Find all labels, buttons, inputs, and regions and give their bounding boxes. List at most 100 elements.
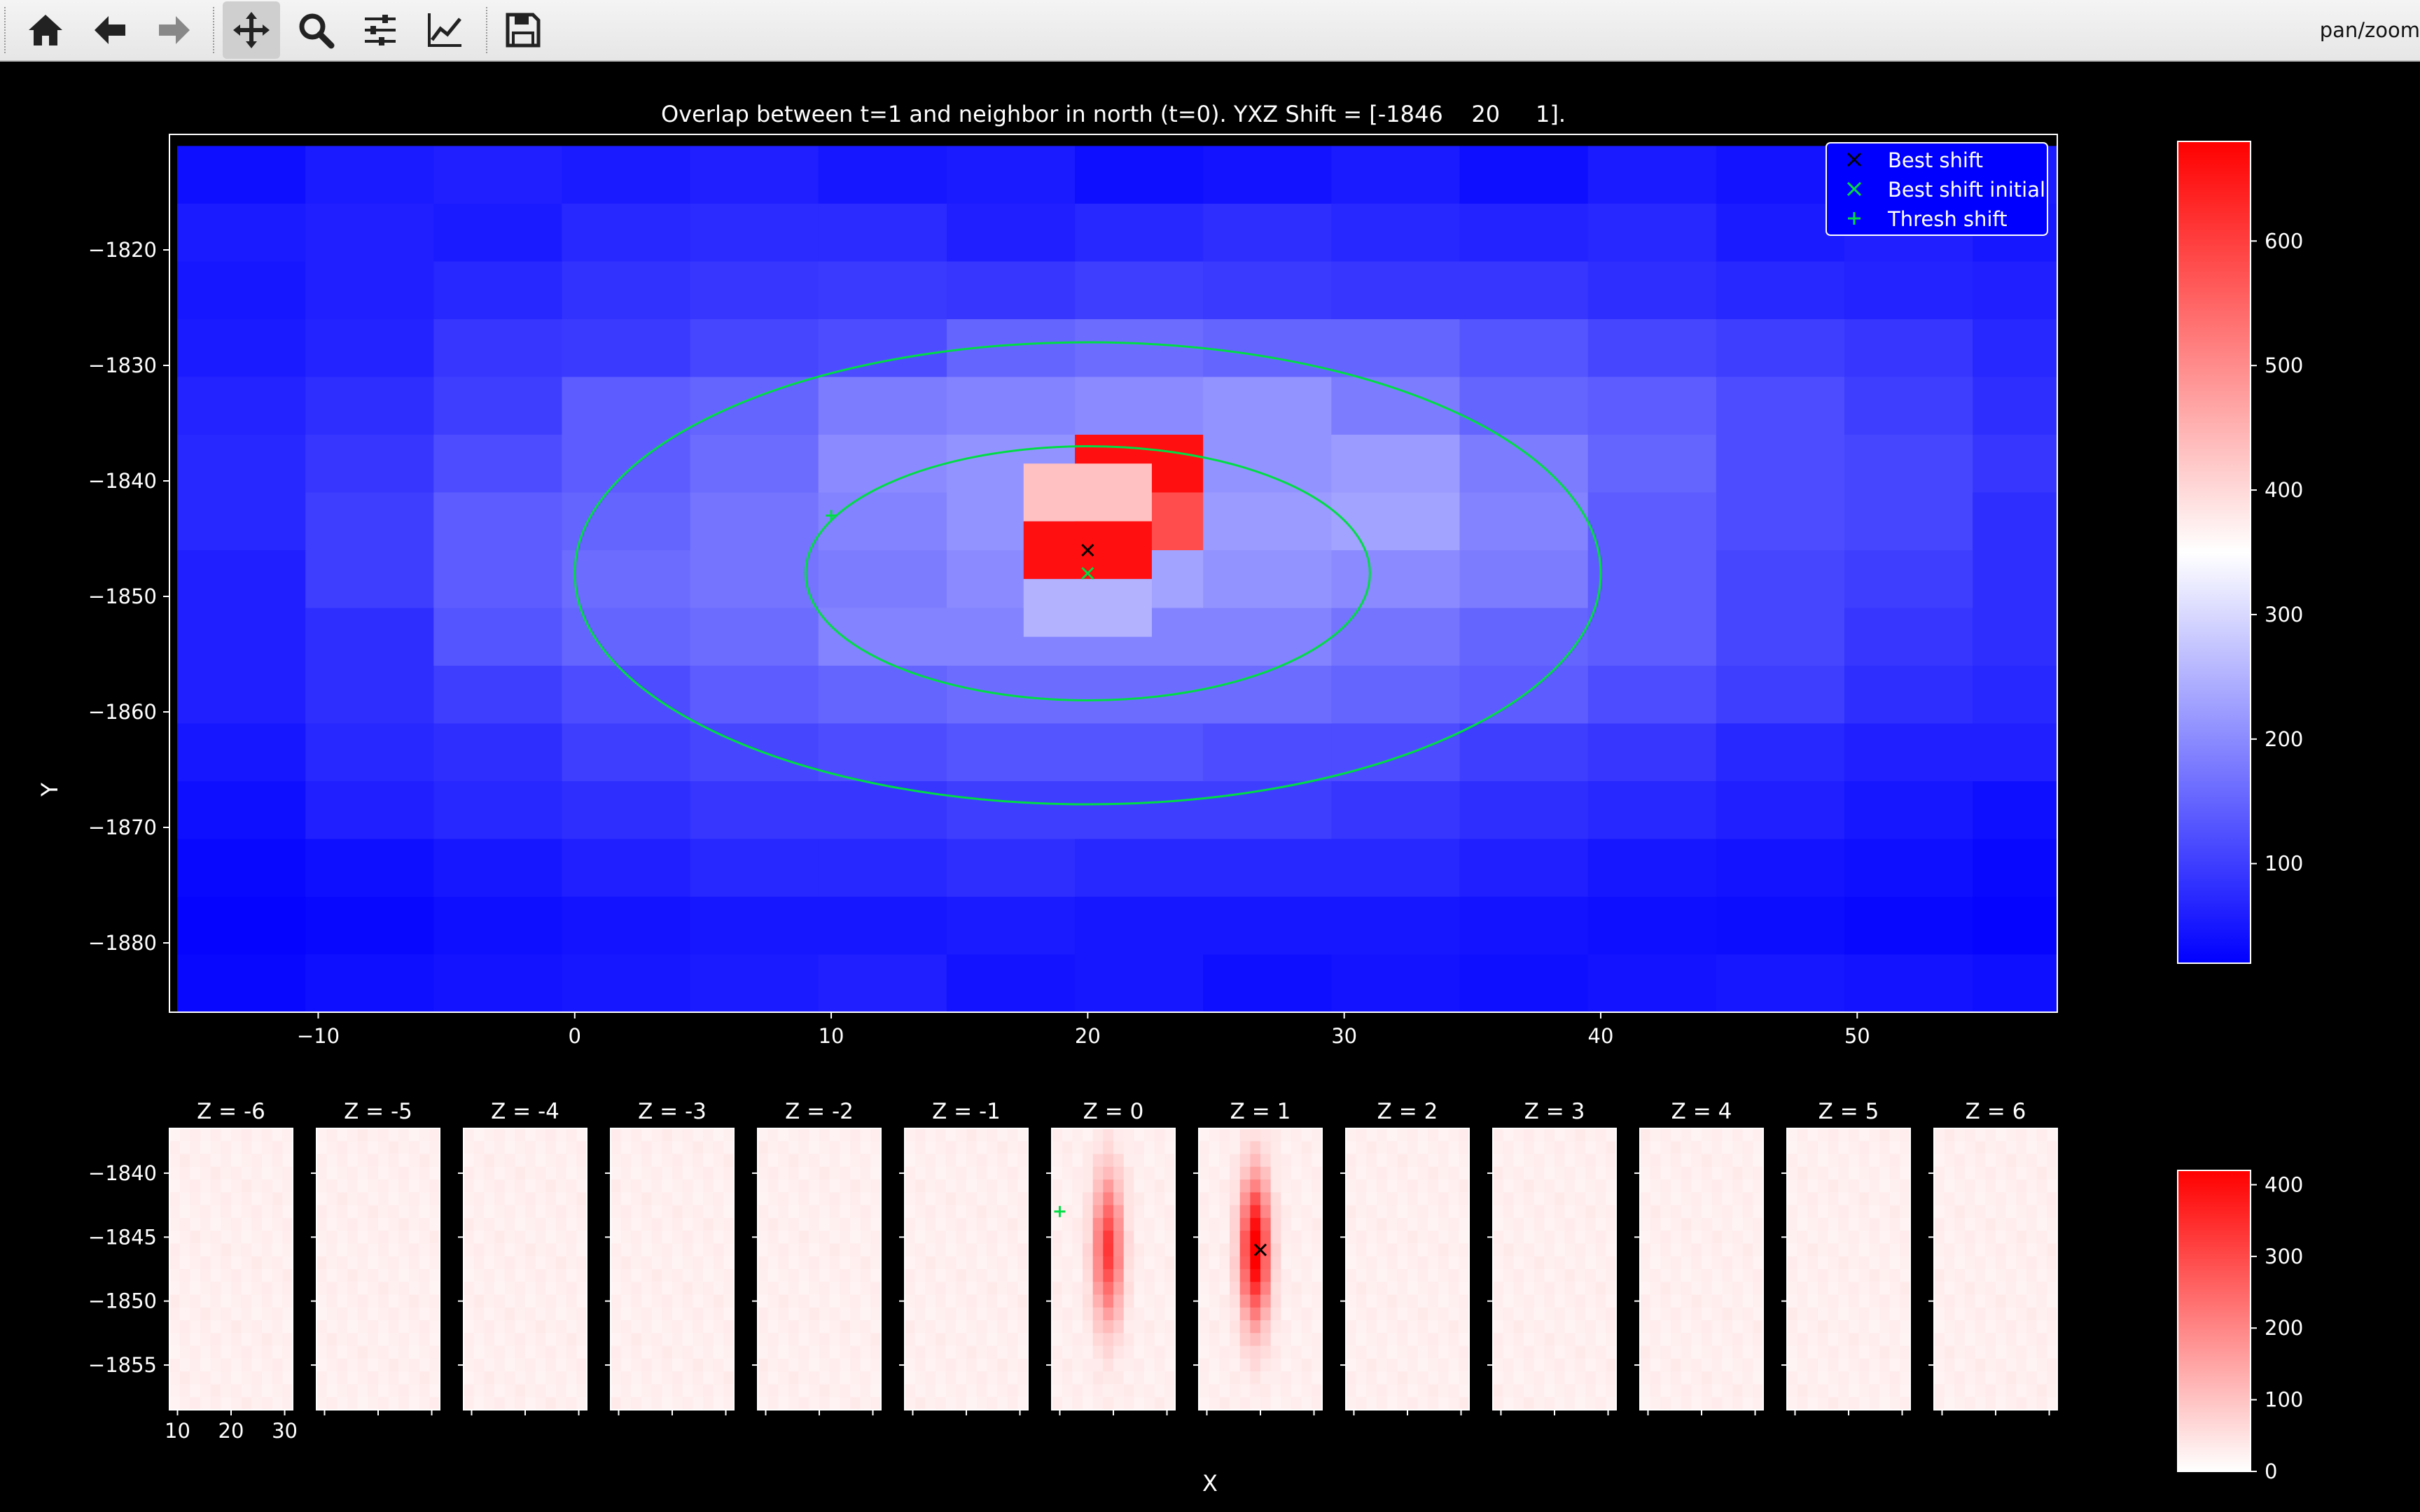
back-button[interactable]	[81, 1, 139, 59]
z-slice-panel: Z = -3	[605, 1099, 735, 1415]
z-slice-cell	[778, 1345, 789, 1359]
z-slice-cell	[1113, 1243, 1125, 1257]
z-slice-cell	[1407, 1294, 1419, 1308]
z-slice-cell	[1062, 1128, 1073, 1142]
z-slice-cell	[936, 1269, 947, 1282]
z-slice-cell	[535, 1384, 546, 1398]
z-slice-cell	[1965, 1166, 1976, 1180]
z-slice-cell	[682, 1371, 693, 1385]
z-slice-cell	[1742, 1333, 1753, 1347]
z-slice-cell	[429, 1320, 440, 1334]
z-slice-cell	[317, 1371, 328, 1385]
z-slice-cell	[1564, 1192, 1576, 1206]
z-slice-cell	[484, 1128, 495, 1142]
z-slice-cell	[200, 1231, 211, 1245]
z-slice-cell	[1818, 1180, 1829, 1193]
z-slice-cell	[1291, 1154, 1302, 1168]
z-slice-cell	[905, 1243, 916, 1257]
z-slice-cell	[1438, 1307, 1449, 1321]
z-slice-cell	[1555, 1180, 1566, 1193]
save-button[interactable]	[494, 1, 552, 59]
z-slice-cell	[1722, 1180, 1733, 1193]
z-slice-cell	[860, 1243, 871, 1257]
z-slice-cell	[905, 1282, 916, 1296]
z-slice-cell	[2047, 1192, 2057, 1206]
z-slice-cell	[1900, 1320, 1910, 1334]
z-slice-cell	[545, 1358, 557, 1372]
zoom-button[interactable]	[287, 1, 345, 59]
z-slice-cell	[915, 1371, 926, 1385]
home-button[interactable]	[17, 1, 74, 59]
z-slice-cell	[1092, 1180, 1104, 1193]
heatmap-cell	[1844, 897, 1973, 955]
z-slice-cell	[2026, 1333, 2038, 1347]
z-slice-cell	[357, 1371, 368, 1385]
pan-button[interactable]	[223, 1, 280, 59]
z-slice-cell	[1879, 1358, 1891, 1372]
z-slice-cell	[1366, 1243, 1377, 1257]
z-slice-cell	[1996, 1205, 2007, 1219]
z-slice-cell	[1797, 1333, 1808, 1347]
z-slice-cell	[398, 1205, 410, 1219]
z-slice-cell	[1062, 1231, 1073, 1245]
z-slice-cell	[1828, 1217, 1839, 1231]
z-slice-cell	[1199, 1128, 1210, 1142]
z-slice-cell	[1386, 1141, 1398, 1155]
z-slice-cell	[1281, 1256, 1292, 1270]
z-slice-cell	[317, 1396, 328, 1410]
z-slice-cell	[1007, 1192, 1018, 1206]
z-slice-cell	[169, 1371, 181, 1385]
z-slice-cell	[860, 1205, 871, 1219]
z-slice-cell	[1154, 1180, 1165, 1193]
z-slice-cell	[1807, 1205, 1819, 1219]
z-slice-cell	[819, 1269, 830, 1282]
configure-subplots-button[interactable]	[352, 1, 409, 59]
z-slice-cell	[1199, 1166, 1210, 1180]
z-slice-cell	[1164, 1243, 1175, 1257]
z-slice-cell	[464, 1396, 475, 1410]
z-slice-cell	[870, 1256, 881, 1270]
z-slice-cell	[1164, 1205, 1175, 1219]
z-slice-cell	[1722, 1396, 1733, 1410]
z-slice-cell	[767, 1154, 779, 1168]
z-slice-cell	[556, 1320, 567, 1334]
z-slice-cell	[767, 1217, 779, 1231]
z-slice-cell	[1818, 1307, 1829, 1321]
z-slice-cell	[1944, 1154, 1955, 1168]
z-slice-cell	[1346, 1231, 1357, 1245]
z-slice-cell	[1985, 1371, 1996, 1385]
z-slice-cell	[1438, 1205, 1449, 1219]
z-slice-cell	[987, 1256, 998, 1270]
z-slice-cell	[231, 1294, 242, 1308]
z-slice-cell	[1965, 1243, 1976, 1257]
z-slice-cell	[556, 1396, 567, 1410]
z-slice-cell	[1377, 1307, 1388, 1321]
z-slice-cell	[966, 1282, 978, 1296]
z-slice-cell	[1702, 1192, 1713, 1206]
z-slice-cell	[1417, 1166, 1428, 1180]
edit-axes-button[interactable]	[416, 1, 473, 59]
z-slice-cell	[317, 1294, 328, 1308]
z-slice-cell	[1681, 1396, 1692, 1410]
z-slice-cell	[1260, 1192, 1272, 1206]
z-slice-cell	[1954, 1320, 1966, 1334]
z-slice-cell	[1199, 1307, 1210, 1321]
z-slice-cell	[915, 1333, 926, 1347]
colorbar-tick-label: 200	[2265, 1316, 2303, 1340]
z-slice-cell	[758, 1180, 769, 1193]
z-slice-cell	[966, 1217, 978, 1231]
z-slice-cell	[179, 1333, 190, 1347]
z-slice-cell	[966, 1154, 978, 1168]
z-slice-cell	[809, 1307, 820, 1321]
forward-button[interactable]	[146, 1, 203, 59]
z-slice-cell	[1996, 1256, 2007, 1270]
z-slice-cell	[1250, 1192, 1261, 1206]
z-slice-cell	[693, 1256, 704, 1270]
z-slice-cell	[758, 1166, 769, 1180]
z-slice-cell	[1606, 1192, 1616, 1206]
z-slice-cell	[525, 1243, 536, 1257]
z-slice-cell	[1858, 1307, 1870, 1321]
z-slice-cell	[368, 1307, 379, 1321]
z-slice-cell	[1564, 1217, 1576, 1231]
z-slice-cell	[662, 1307, 673, 1321]
